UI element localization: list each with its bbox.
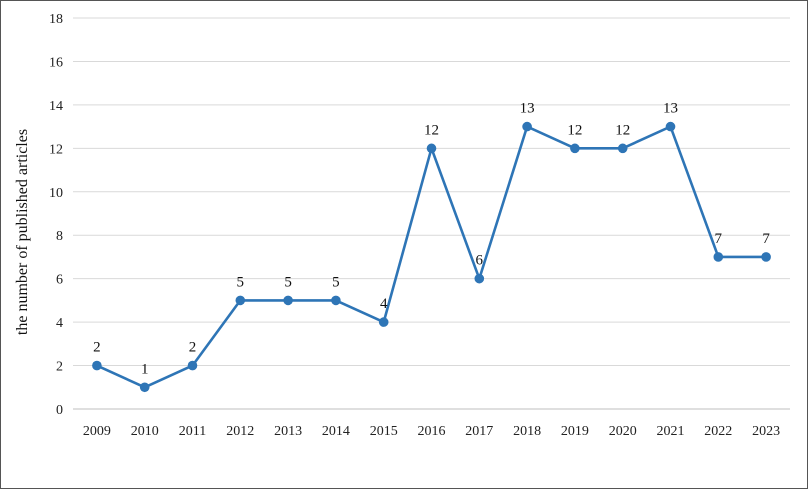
data-point-2013	[283, 295, 293, 306]
y-tick-label-10: 10	[49, 186, 63, 201]
data-label-2022: 7	[715, 231, 723, 247]
data-label-2009: 2	[93, 340, 101, 356]
x-tick-label-2012: 2012	[226, 424, 254, 439]
data-point-2022	[713, 252, 724, 262]
data-label-2015: 4	[380, 296, 388, 312]
x-tick-label-2019: 2019	[561, 424, 589, 439]
data-point-2017	[474, 273, 485, 284]
data-label-2014: 5	[332, 274, 340, 290]
x-tick-label-2010: 2010	[131, 424, 159, 439]
data-label-2011: 2	[189, 340, 197, 356]
x-tick-label-2015: 2015	[370, 424, 398, 439]
y-tick-label-14: 14	[49, 99, 63, 114]
y-tick-label-0: 0	[56, 403, 63, 418]
x-tick-label-2009: 2009	[83, 424, 111, 439]
data-label-2012: 5	[237, 274, 245, 290]
data-point-2011	[187, 360, 198, 371]
data-points	[92, 121, 771, 393]
y-axis-title: the number of published articles	[14, 129, 31, 335]
y-tick-label-2: 2	[56, 360, 63, 375]
y-tick-label-6: 6	[56, 273, 63, 288]
data-point-2018	[522, 121, 532, 132]
x-tick-label-2023: 2023	[752, 424, 780, 439]
series-line-0	[96, 125, 767, 389]
y-tick-label-16: 16	[49, 55, 63, 70]
x-tick-label-2017: 2017	[465, 424, 493, 439]
data-point-2010	[139, 382, 150, 393]
y-tick-label-18: 18	[49, 12, 63, 27]
x-tick-label-2013: 2013	[274, 424, 302, 439]
data-label-2017: 6	[476, 253, 484, 269]
data-point-2021	[665, 121, 676, 132]
data-point-2020	[617, 143, 628, 154]
data-label-2020: 12	[615, 122, 630, 138]
series-line-layer	[96, 125, 767, 389]
data-point-2023	[761, 252, 771, 262]
x-tick-label-2021: 2021	[657, 424, 685, 439]
x-tick-label-2014: 2014	[322, 424, 350, 439]
data-label-2019: 12	[567, 122, 582, 138]
data-label-2010: 1	[141, 361, 149, 377]
data-point-2014	[331, 295, 341, 306]
x-tick-label-2011: 2011	[179, 424, 206, 439]
data-label-2021: 13	[663, 101, 678, 117]
data-point-2012	[235, 295, 246, 306]
y-tick-labels: 0 2 4 6 8 10 12 14 16 18	[49, 12, 63, 418]
y-tick-label-12: 12	[49, 142, 63, 157]
x-tick-label-2016: 2016	[418, 424, 446, 439]
gridlines	[73, 17, 790, 367]
data-point-2015	[378, 317, 389, 327]
data-label-2023: 7	[762, 231, 770, 247]
x-tick-label-2018: 2018	[513, 424, 541, 439]
y-tick-label-8: 8	[56, 229, 63, 244]
data-label-2016: 12	[424, 122, 439, 138]
x-tick-labels: 2009 2010 2011 2012 2013 2014 2015 2016 2017 2018…	[83, 424, 780, 439]
data-point-2019	[570, 143, 580, 154]
data-label-2013: 5	[284, 274, 292, 290]
data-point-2009	[92, 360, 102, 371]
data-label-2018: 13	[520, 101, 535, 117]
data-point-2016	[426, 143, 437, 154]
x-tick-label-2022: 2022	[704, 424, 732, 439]
y-tick-label-4: 4	[56, 316, 63, 331]
x-tick-label-2020: 2020	[609, 424, 637, 439]
